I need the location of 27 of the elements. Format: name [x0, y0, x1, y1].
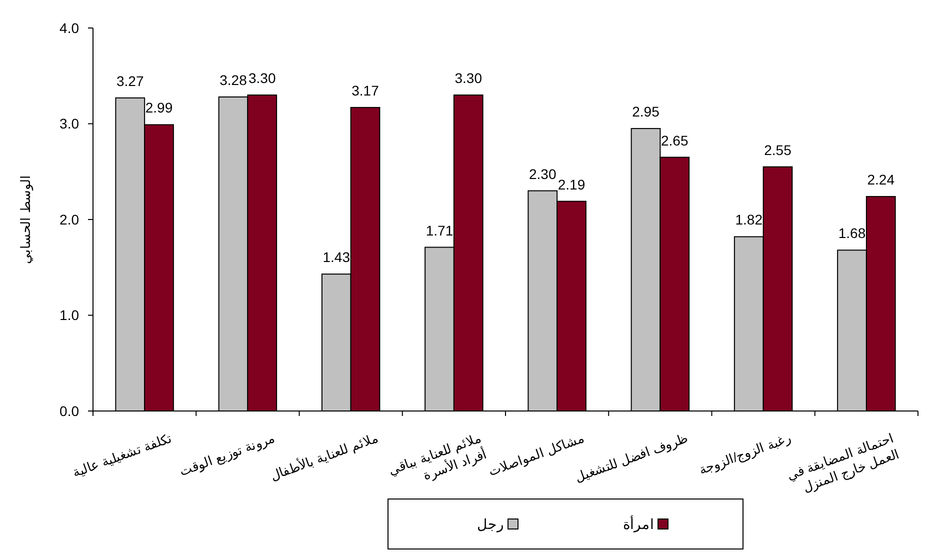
data-label: 2.55: [764, 142, 792, 158]
data-label: 1.71: [426, 222, 454, 238]
data-label: 2.99: [145, 100, 173, 116]
data-label: 3.28: [220, 72, 248, 88]
data-label: 1.43: [322, 249, 350, 266]
x-tick-label: رغبة الزوج/الزوجة: [696, 430, 793, 478]
data-label: 1.68: [838, 225, 866, 242]
data-label: 2.30: [529, 166, 556, 182]
y-tick-label: 1.0: [60, 307, 80, 324]
y-tick-label: 4.0: [60, 20, 80, 36]
data-label: 2.24: [867, 172, 895, 188]
data-label: 3.27: [116, 72, 144, 89]
data-label: 1.82: [735, 212, 763, 228]
y-tick-label: 3.0: [60, 116, 80, 132]
x-tick-label: ملائم للعناية بباقي أفراد الأسرة: [386, 430, 490, 484]
legend-label: امرأة: [623, 514, 654, 533]
x-tick-label: تكلفة تشغيلية عالية: [70, 430, 174, 480]
data-label: 2.65: [661, 132, 688, 148]
y-axis-title: الوسط الحسابي: [18, 175, 34, 264]
data-label: 2.95: [632, 104, 660, 120]
legend-label: رجل: [477, 516, 504, 533]
data-label: 3.30: [454, 70, 482, 86]
data-label: 3.30: [248, 70, 276, 86]
data-label: 2.19: [558, 176, 586, 192]
data-label: 3.17: [352, 82, 380, 98]
y-tick-label: 2.0: [60, 211, 80, 228]
y-tick-label: 0.0: [60, 402, 80, 419]
